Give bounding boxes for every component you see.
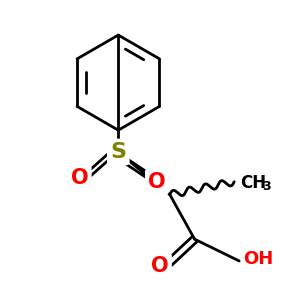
Text: OH: OH [243, 250, 273, 268]
Text: 3: 3 [262, 180, 271, 193]
Text: O: O [151, 256, 169, 276]
Text: CH: CH [240, 174, 266, 192]
Text: O: O [148, 172, 166, 192]
Text: O: O [71, 168, 88, 188]
Text: S: S [110, 142, 126, 162]
